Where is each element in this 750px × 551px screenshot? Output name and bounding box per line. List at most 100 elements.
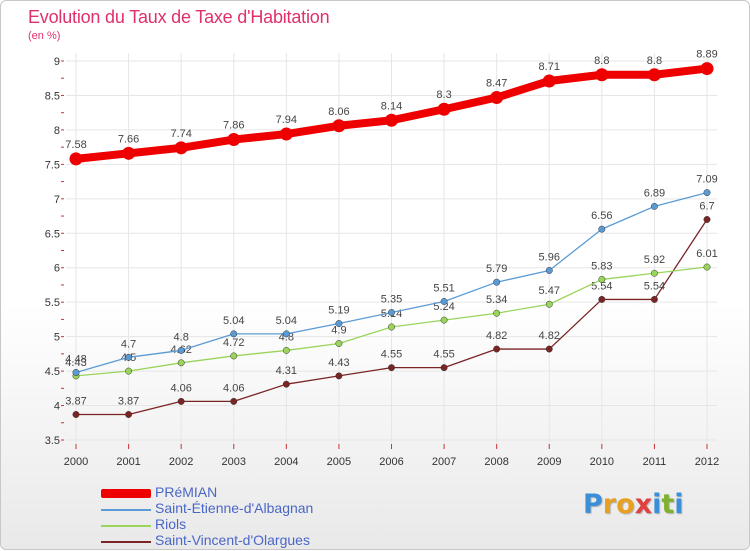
data-point-2 [230, 352, 238, 360]
data-label-0: 8.71 [539, 61, 560, 73]
data-point-3 [493, 345, 501, 353]
data-point-0 [542, 74, 556, 88]
data-point-3 [72, 411, 80, 418]
data-label-1: 4.8 [174, 331, 189, 343]
y-tick-label: 7.5 [45, 159, 60, 171]
data-point-0 [385, 113, 398, 127]
data-label-0: 8.89 [696, 49, 717, 61]
y-tick-label: 5.5 [45, 297, 60, 309]
legend-label-saint-vincent: Saint-Vincent-d'Olargues [155, 532, 310, 548]
data-point-2 [703, 263, 711, 271]
data-label-3: 4.43 [328, 357, 349, 369]
data-point-2 [388, 323, 395, 331]
data-point-0 [490, 91, 504, 105]
data-label-1: 6.89 [644, 187, 665, 199]
data-label-1: 5.04 [223, 315, 244, 327]
data-point-0 [437, 102, 451, 116]
data-point-2 [125, 367, 133, 375]
legend-label-premian: PRéMIAN [155, 484, 218, 500]
data-point-2 [282, 346, 290, 354]
data-label-2: 5.24 [433, 301, 454, 313]
y-tick-label: 6.5 [45, 228, 60, 240]
y-tick-label: 3.5 [45, 435, 60, 447]
logo-letter: P [583, 489, 603, 520]
logo-letter: i [652, 489, 662, 520]
data-point-2 [440, 316, 448, 324]
x-tick-label: 2012 [695, 456, 719, 468]
data-point-0 [332, 119, 346, 133]
data-point-2 [493, 309, 501, 317]
legend-swatch-saint-etienne [101, 509, 151, 511]
data-label-0: 8.06 [328, 106, 349, 118]
data-point-1 [703, 189, 711, 197]
data-label-3: 3.87 [65, 396, 86, 408]
data-label-0: 8.8 [647, 55, 662, 67]
data-label-0: 7.94 [276, 114, 297, 126]
data-label-3: 4.55 [381, 349, 402, 361]
logo-letter: x [634, 489, 653, 520]
data-point-3 [125, 411, 133, 418]
data-label-1: 6.56 [591, 210, 612, 222]
data-point-0 [595, 68, 609, 82]
legend-label-riols: Riols [155, 516, 187, 532]
data-label-2: 5.47 [539, 285, 560, 297]
x-tick-label: 2005 [327, 456, 351, 468]
data-point-0 [174, 141, 188, 155]
data-label-3: 4.31 [276, 365, 297, 377]
data-label-3: 3.87 [118, 396, 139, 408]
data-label-1: 5.79 [486, 263, 507, 275]
data-label-2: 5.92 [644, 254, 665, 266]
data-label-3: 4.82 [486, 330, 507, 342]
data-point-3 [335, 372, 343, 380]
logo-letter: i [674, 489, 684, 520]
data-point-2 [598, 275, 606, 283]
legend-label-saint-etienne: Saint-Étienne-d'Albagnan [155, 500, 314, 516]
data-point-0 [647, 68, 661, 82]
data-label-2: 5.83 [591, 260, 612, 272]
logo-letter: r [602, 489, 617, 520]
x-tick-label: 2002 [169, 456, 193, 468]
data-point-3 [388, 364, 395, 372]
data-point-0 [69, 152, 83, 166]
data-label-3: 4.06 [170, 382, 191, 394]
data-point-2 [335, 340, 343, 347]
x-tick-label: 2000 [64, 456, 88, 468]
y-tick-label: 4 [54, 401, 60, 413]
data-label-0: 7.86 [223, 120, 244, 132]
data-point-0 [279, 127, 293, 141]
data-label-0: 7.74 [170, 128, 191, 140]
x-tick-label: 2007 [432, 456, 456, 468]
data-point-1 [493, 278, 501, 286]
data-point-3 [545, 345, 553, 353]
data-point-3 [440, 364, 448, 372]
data-label-1: 5.04 [276, 315, 297, 327]
data-label-2: 4.9 [331, 325, 346, 337]
y-tick-label: 8 [54, 125, 60, 137]
chart-title: Evolution du Taux de Taxe d'Habitation [28, 7, 330, 27]
data-point-1 [230, 330, 238, 338]
y-tick-label: 6 [54, 263, 60, 275]
x-tick-label: 2009 [537, 456, 561, 468]
data-point-3 [177, 397, 185, 405]
data-label-2: 5.34 [486, 294, 507, 306]
data-label-1: 5.51 [433, 282, 454, 294]
logo-letter: t [661, 489, 675, 520]
proxiti-logo: Proxiti [583, 489, 684, 520]
data-point-2 [177, 359, 185, 367]
data-label-3: 4.06 [223, 382, 244, 394]
data-label-1: 7.09 [696, 174, 717, 186]
data-point-1 [72, 369, 80, 376]
x-tick-label: 2003 [222, 456, 246, 468]
data-label-2: 4.43 [65, 357, 86, 369]
data-point-1 [335, 320, 343, 327]
x-tick-label: 2006 [379, 456, 403, 468]
data-label-0: 7.66 [118, 133, 139, 145]
data-point-3 [650, 295, 658, 303]
data-point-0 [700, 62, 714, 76]
x-tick-label: 2011 [643, 456, 667, 468]
data-label-3: 5.54 [644, 280, 665, 292]
data-label-0: 8.8 [594, 55, 609, 67]
data-point-1 [125, 353, 133, 361]
